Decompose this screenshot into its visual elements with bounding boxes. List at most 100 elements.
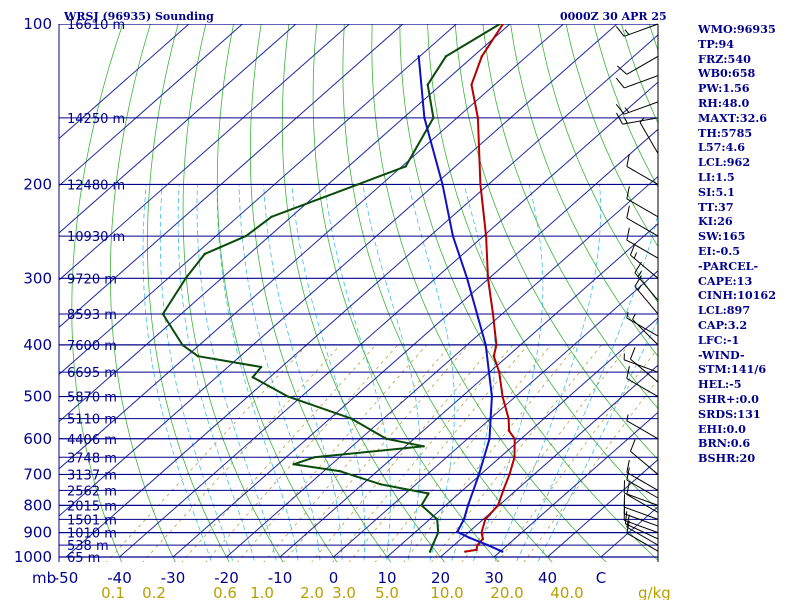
index-entry: BRN:0.6 — [698, 436, 751, 451]
dewpoint-point — [196, 354, 200, 358]
index-entry: BSHR:20 — [698, 451, 756, 466]
wind-barb-half-flag — [639, 117, 645, 123]
wind-barb — [623, 353, 659, 373]
parcel-point — [488, 437, 491, 440]
dry-adiabat-line — [454, 24, 658, 461]
mixing-ratio-line — [431, 344, 602, 562]
dewpoint-point — [432, 116, 435, 120]
temperature-point — [470, 83, 473, 86]
temperature-point — [480, 55, 483, 58]
temperature-point — [498, 370, 501, 374]
height-label: 16610 m — [67, 18, 125, 33]
index-entry: MAXT:32.6 — [698, 110, 768, 125]
temperature-point — [508, 473, 511, 476]
dewpoint-point — [338, 469, 341, 473]
wind-barb-staff — [626, 494, 659, 513]
wind-barb-flag — [629, 243, 636, 256]
parcel-point — [477, 473, 481, 476]
wind-barb-staff — [624, 75, 659, 89]
isotherm-line — [59, 24, 618, 517]
wind-barb — [615, 101, 659, 115]
dewpoint-point — [428, 550, 432, 553]
moist-adiabat-line — [216, 184, 299, 562]
mixing-ratio-line — [497, 347, 658, 562]
isotherm-line — [59, 24, 297, 234]
mixing-ratio-line — [332, 344, 514, 562]
dewpoint-point — [161, 312, 165, 316]
wind-barb-half-flag — [633, 252, 638, 259]
height-label: 8593 m — [67, 308, 117, 323]
pressure-tick-label: 1000 — [14, 548, 52, 566]
height-label: 10930 m — [67, 230, 125, 245]
wind-barb — [623, 494, 659, 520]
wind-barb-staff — [630, 358, 659, 383]
wind-barb-flag — [629, 439, 636, 452]
wind-barb-staff — [624, 23, 659, 37]
temperature-tick-label: C — [596, 569, 606, 587]
parcel-point — [468, 536, 471, 539]
wind-barb — [629, 243, 659, 279]
pressure-tick-label: 300 — [23, 269, 52, 287]
profile-lines — [161, 24, 516, 553]
parcel-point — [484, 343, 487, 347]
mixing-ratio-label: 10.0 — [430, 584, 463, 600]
isotherm-line — [65, 34, 658, 558]
temperature-tick-label: -40 — [107, 569, 132, 587]
parcel-point — [423, 116, 426, 120]
parcel-point — [417, 55, 420, 58]
height-label: 1010 m — [67, 527, 117, 542]
index-entry: -PARCEL- — [698, 258, 759, 273]
index-entry: CAPE:13 — [698, 273, 753, 288]
wind-barb-staff — [624, 101, 659, 115]
wind-barb-staff — [639, 122, 659, 154]
dewpoint-point — [379, 482, 382, 486]
index-entry: STM:141/6 — [698, 362, 767, 377]
dewpoint-point — [203, 252, 206, 256]
isotherm-line — [59, 24, 243, 187]
wind-barb-staff — [626, 471, 659, 491]
wind-barb-flag — [629, 347, 636, 360]
dewpoint-point — [498, 24, 501, 26]
index-entry: SRDS:131 — [698, 406, 761, 421]
dewpoint-point — [350, 417, 353, 420]
temperature-point — [476, 543, 479, 547]
height-label: 3137 m — [67, 468, 117, 483]
height-label: 2562 m — [67, 484, 117, 499]
temperature-point — [513, 437, 516, 440]
moist-adiabat-line — [159, 184, 234, 562]
temperature-tick-label: -10 — [268, 569, 293, 587]
isotherm-line — [547, 458, 658, 558]
dewpoint-point — [435, 518, 439, 521]
wind-barb-staff — [626, 198, 659, 218]
isotherm-line — [226, 175, 658, 558]
index-entry: FRZ:540 — [698, 51, 751, 66]
temperature-tick-label: -50 — [54, 569, 79, 587]
height-label: 6695 m — [67, 366, 117, 381]
dry-adiabat-line — [250, 24, 392, 562]
wind-barb-half-flag — [632, 313, 636, 320]
isotherm-line — [440, 364, 658, 558]
wind-barb-staff — [626, 378, 659, 397]
wind-barb — [626, 186, 659, 218]
temperature-point — [484, 518, 487, 521]
wind-barb-flag — [626, 153, 630, 167]
dewpoint-point — [356, 183, 360, 186]
wind-barb-staff — [626, 532, 659, 552]
pressure-tick-label: 400 — [23, 336, 52, 354]
mixing-ratio-line — [282, 344, 469, 562]
mixing-ratio-label: 5.0 — [375, 584, 399, 600]
moist-adiabats — [142, 184, 658, 562]
wind-barb-staff — [624, 492, 659, 506]
isotherm-line — [59, 24, 190, 140]
moist-adiabat-line — [177, 184, 256, 562]
wind-barb-half-flag — [624, 117, 628, 124]
dry-adiabat-line — [312, 24, 499, 562]
parcel-point — [441, 183, 444, 186]
temperature-point — [507, 417, 510, 420]
wind-barb-staff — [626, 166, 659, 185]
temperature-point — [496, 504, 500, 507]
temperature-point — [479, 183, 482, 186]
temperature-point — [480, 531, 483, 534]
index-entry: HEL:-5 — [698, 377, 742, 392]
mixing-ratio-line — [311, 344, 495, 562]
